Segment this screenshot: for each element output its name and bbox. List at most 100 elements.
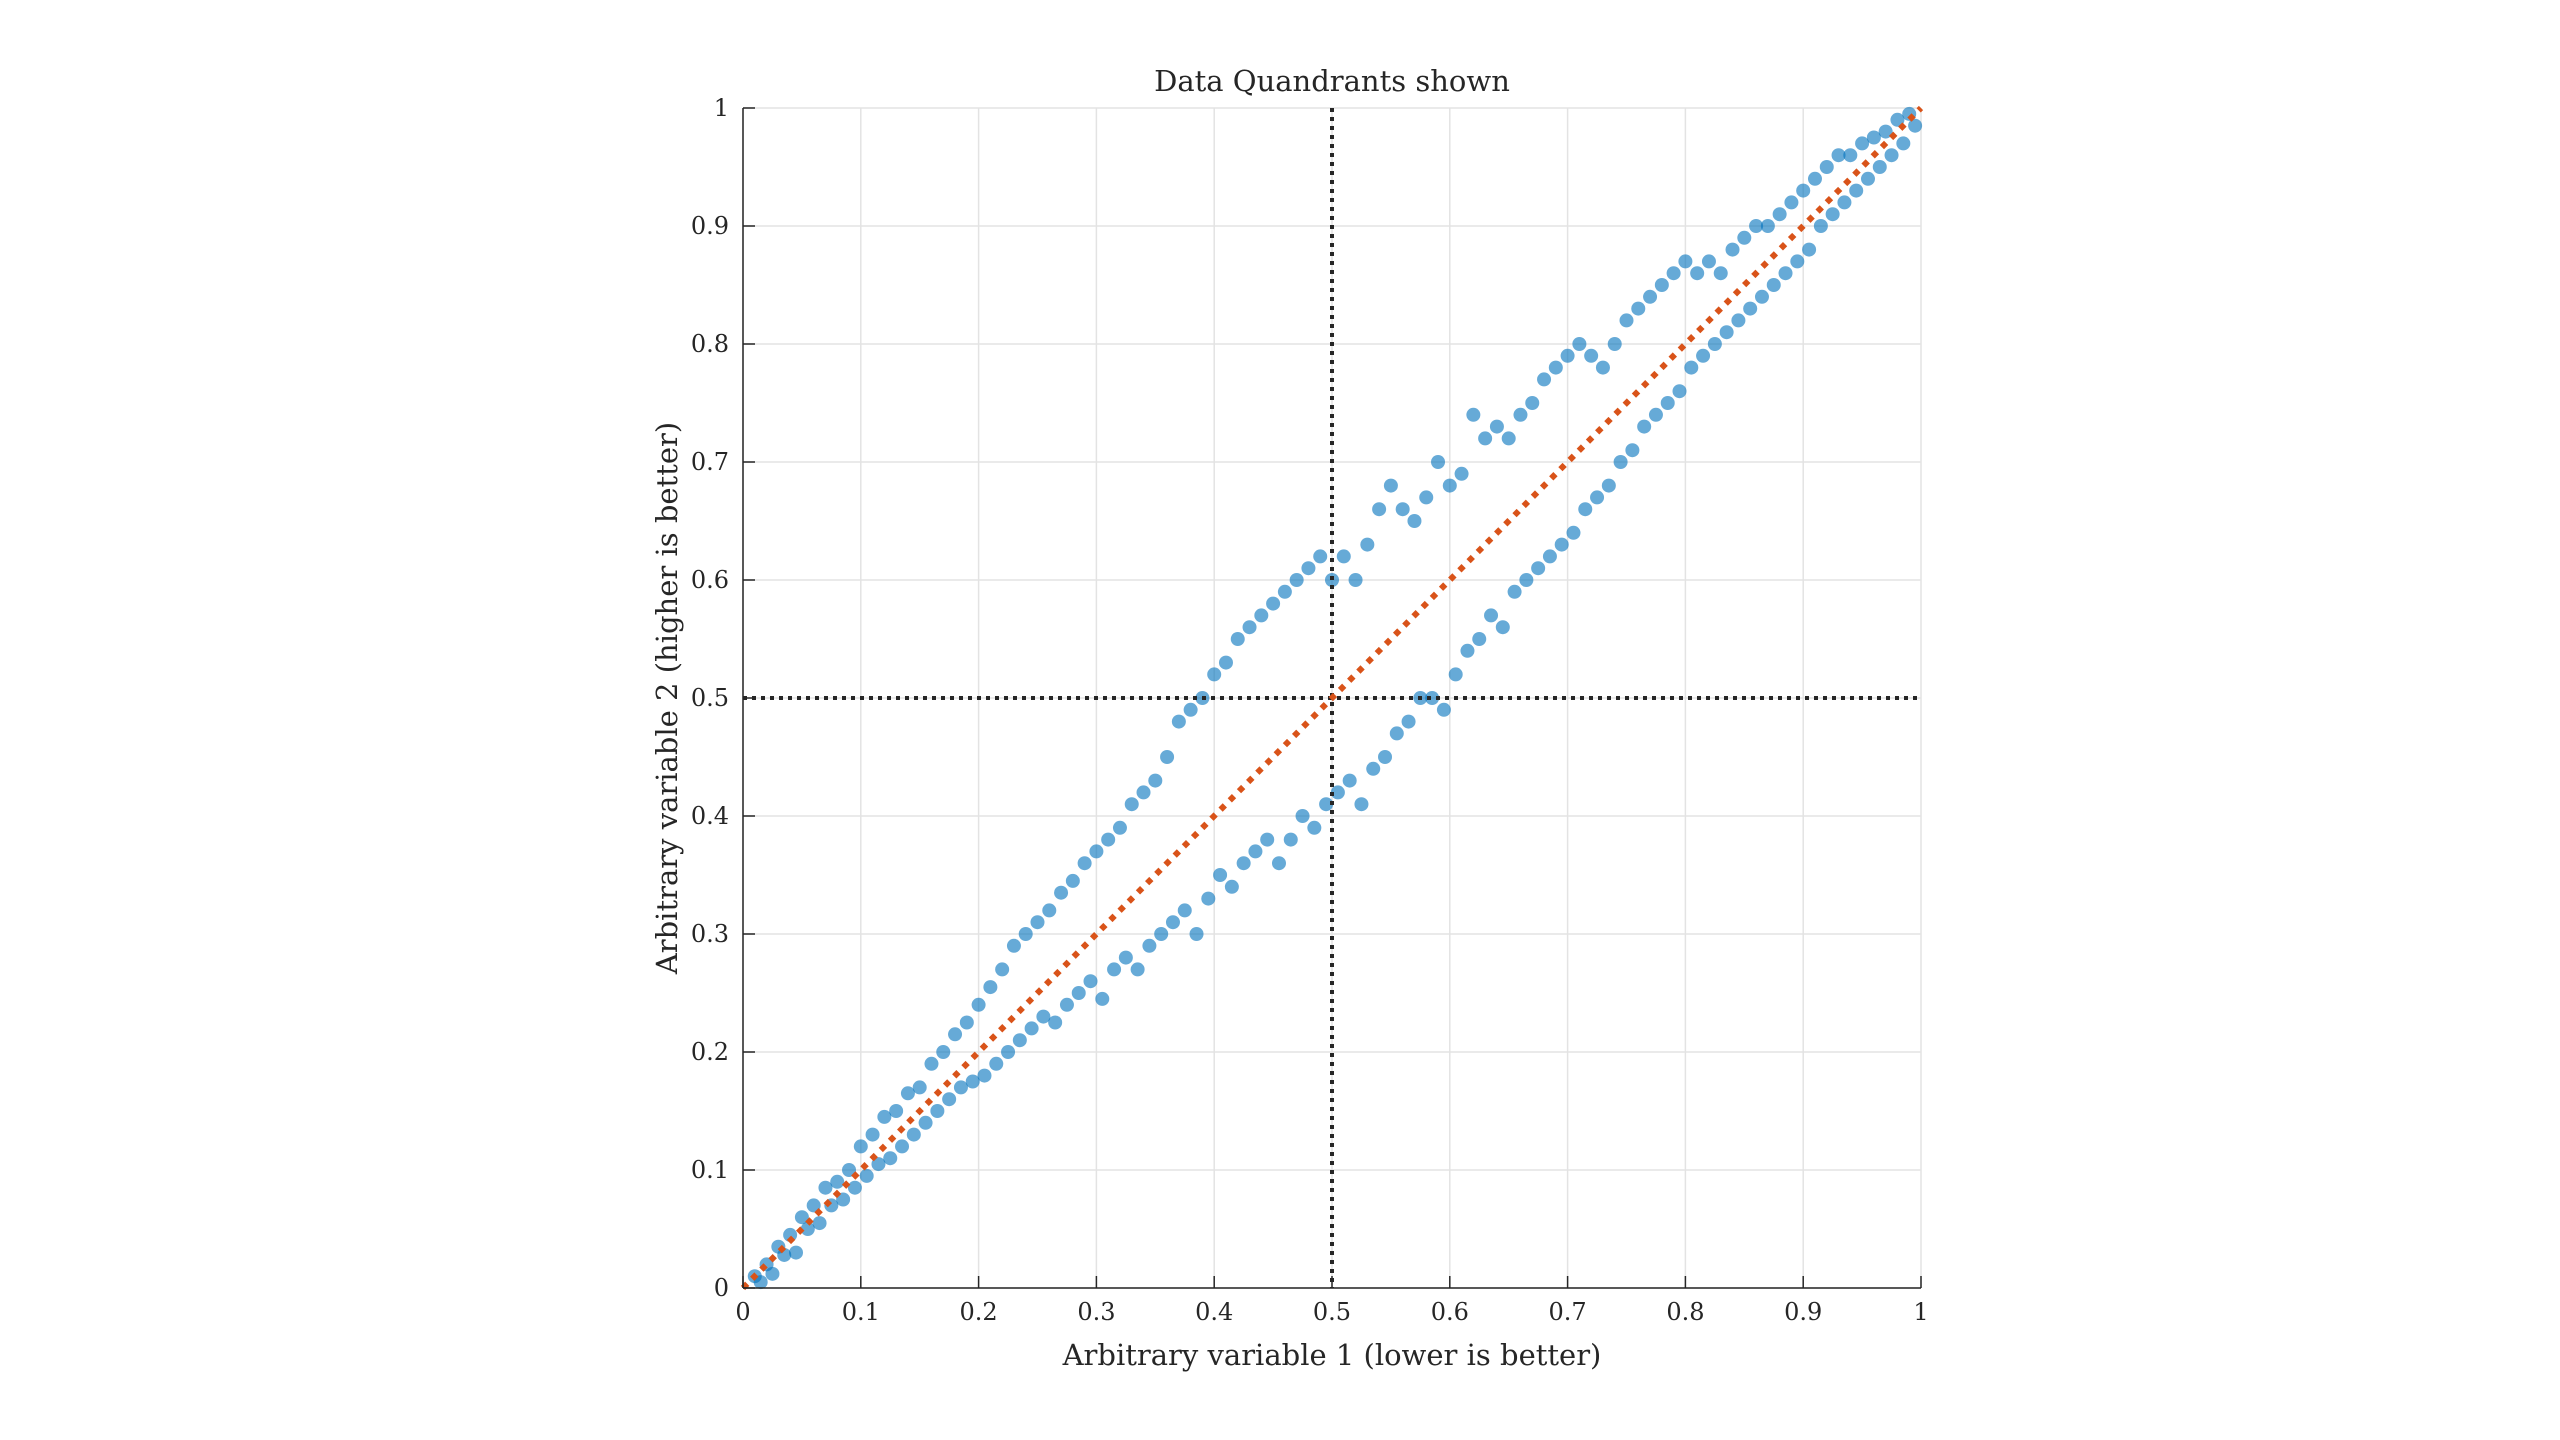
y-tick-label: 0.1 [691, 1156, 729, 1184]
data-point [1678, 254, 1693, 269]
data-point [1519, 573, 1534, 587]
data-point [1601, 478, 1616, 493]
data-point [1354, 797, 1369, 812]
chart-title: Data Quandrants shown [1154, 64, 1510, 98]
data-point [1484, 608, 1499, 623]
data-point [906, 1127, 921, 1142]
data-point [1507, 584, 1522, 599]
y-tick-label: 0.3 [691, 920, 729, 948]
x-tick-label: 0.4 [1195, 1298, 1233, 1326]
data-point [871, 1157, 886, 1172]
y-tick-label: 0.7 [691, 448, 729, 476]
data-point [836, 1192, 851, 1207]
data-point [1130, 962, 1145, 977]
data-point [1878, 124, 1893, 139]
scatter-points [747, 106, 1923, 1290]
data-point [1118, 950, 1133, 965]
x-tick-label: 0.2 [960, 1298, 998, 1326]
data-point [1389, 726, 1404, 741]
data-point [1089, 844, 1104, 859]
data-point [936, 1045, 951, 1059]
data-point [753, 1275, 768, 1290]
data-point [1843, 148, 1858, 163]
data-point [900, 1086, 915, 1101]
trend-line [740, 105, 1924, 1291]
data-point [1554, 537, 1569, 552]
data-point [983, 980, 998, 995]
data-point [1566, 525, 1581, 540]
data-point [1407, 514, 1422, 528]
x-tick-label: 1 [1913, 1298, 1928, 1326]
data-point [1248, 844, 1263, 859]
data-point [1006, 938, 1021, 953]
data-point [1383, 478, 1398, 493]
data-point [948, 1027, 963, 1042]
y-tick-label: 0.6 [691, 566, 729, 594]
data-point [1431, 455, 1446, 469]
data-point [1218, 655, 1233, 670]
data-point [806, 1198, 821, 1213]
data-point [1360, 537, 1375, 552]
data-point [1277, 584, 1292, 599]
data-point [1784, 195, 1799, 210]
data-point [1719, 325, 1734, 340]
data-point [1112, 820, 1127, 835]
data-point [1707, 337, 1722, 351]
data-point [1313, 549, 1328, 564]
data-point [1813, 219, 1828, 233]
y-tick-label: 0.4 [691, 802, 729, 830]
data-point [1401, 714, 1416, 729]
x-axis-label: Arbitrary variable 1 (lower is better) [1062, 1338, 1602, 1372]
data-point [1760, 219, 1775, 233]
data-point [800, 1222, 815, 1236]
x-tick-label: 0 [735, 1298, 750, 1326]
data-point [1454, 466, 1469, 481]
data-point [953, 1080, 968, 1095]
data-point [1171, 714, 1186, 729]
data-point [1065, 873, 1080, 888]
data-point [1872, 160, 1887, 174]
data-point [1513, 407, 1528, 422]
data-point [1336, 549, 1351, 564]
data-point [1083, 974, 1098, 989]
data-point [1654, 278, 1669, 292]
data-point [812, 1216, 827, 1231]
data-point [1425, 691, 1440, 705]
data-point [1230, 632, 1245, 646]
data-point [1160, 750, 1175, 764]
data-point [1860, 171, 1875, 186]
data-point [883, 1151, 898, 1166]
y-tick-label: 0 [714, 1274, 729, 1302]
data-point [830, 1174, 845, 1189]
data-point [1648, 407, 1663, 422]
data-point [1643, 289, 1658, 304]
data-point [853, 1139, 868, 1154]
data-point [1837, 195, 1852, 210]
data-point [1059, 997, 1074, 1012]
data-point [1042, 903, 1057, 918]
data-point [1725, 242, 1740, 257]
data-point [1731, 313, 1746, 328]
data-point [1790, 254, 1805, 269]
data-point [1796, 183, 1811, 198]
data-point [1207, 667, 1222, 682]
data-point [1395, 502, 1410, 517]
data-point [765, 1266, 780, 1281]
data-point [1095, 991, 1110, 1006]
data-point [989, 1056, 1004, 1071]
data-point [1189, 927, 1204, 941]
data-point [1560, 348, 1575, 363]
data-point [1154, 927, 1169, 941]
data-point [1690, 266, 1705, 281]
data-point [1590, 490, 1605, 505]
data-point [1660, 396, 1675, 410]
data-point [895, 1139, 910, 1154]
data-point [1372, 502, 1387, 517]
data-point [1012, 1033, 1027, 1048]
data-point [1330, 785, 1345, 800]
data-point [1542, 549, 1557, 564]
data-point [1366, 761, 1381, 776]
data-point [959, 1015, 974, 1030]
data-point [877, 1109, 892, 1124]
